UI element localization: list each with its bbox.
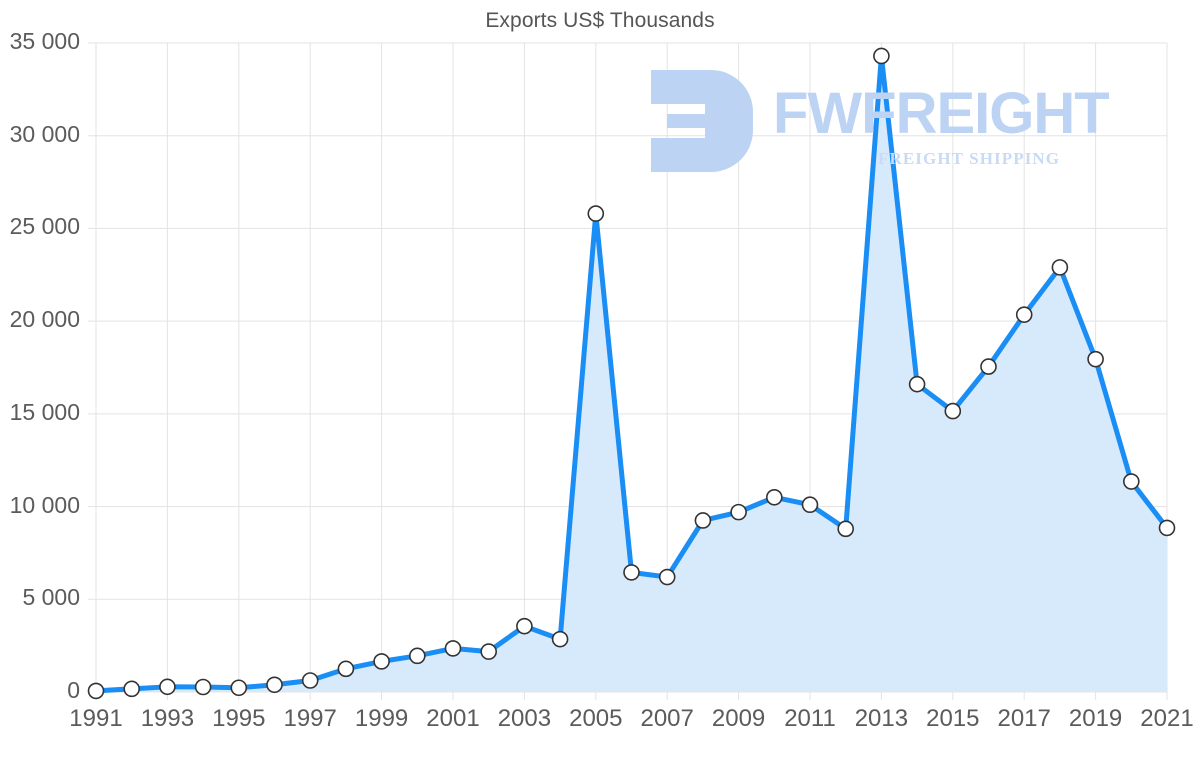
- y-axis-tick-label: 0: [67, 677, 80, 703]
- data-point-marker: [516, 617, 533, 635]
- data-point-marker: [123, 680, 140, 698]
- x-axis-tick-label: 2005: [569, 705, 623, 732]
- x-axis-tick-label: 2017: [997, 705, 1051, 732]
- data-point-marker: [266, 676, 283, 694]
- data-point-marker: [373, 653, 390, 670]
- area-fill: [96, 55, 1167, 693]
- data-point-marker: [730, 503, 747, 521]
- x-axis-tick-label: 2015: [926, 705, 980, 732]
- y-axis-tick-label: 5 000: [22, 584, 80, 611]
- data-point-marker: [444, 640, 462, 657]
- data-point-marker: [1015, 306, 1033, 323]
- x-axis-tick-label: 1993: [140, 705, 195, 732]
- data-point-marker: [944, 402, 962, 420]
- data-point-marker: [1158, 519, 1176, 537]
- data-point-marker: [837, 520, 855, 538]
- data-point-marker: [765, 488, 783, 506]
- chart-title: Exports US$ Thousands: [485, 9, 715, 32]
- data-point-marker: [694, 512, 712, 529]
- data-point-marker: [658, 568, 676, 586]
- data-point-marker: [801, 496, 819, 514]
- data-point-marker: [873, 47, 890, 65]
- x-axis-tick-label: 2009: [711, 705, 766, 732]
- y-axis-tick-label: 10 000: [9, 491, 80, 518]
- data-point-marker: [908, 375, 926, 393]
- data-point-marker: [159, 678, 176, 696]
- x-axis-tick-label: 2021: [1140, 705, 1194, 732]
- y-axis-tick-label: 15 000: [9, 398, 80, 425]
- data-point-marker: [623, 564, 640, 581]
- x-axis-tick-label: 2019: [1068, 705, 1123, 732]
- x-axis-tick-label: 2007: [640, 705, 694, 732]
- data-point-marker: [230, 679, 248, 697]
- x-axis-tick-label: 2003: [497, 705, 552, 732]
- data-point-marker: [301, 672, 319, 689]
- data-point-marker: [1087, 350, 1104, 368]
- data-point-marker: [980, 358, 997, 375]
- data-point-marker: [194, 678, 212, 696]
- x-axis-tick-label: 2013: [854, 705, 909, 732]
- x-axis-tick-label: 2011: [784, 705, 836, 732]
- data-point-marker: [1051, 259, 1069, 276]
- data-point-marker: [1123, 473, 1140, 490]
- data-point-marker: [87, 682, 105, 700]
- y-axis-tick-label: 35 000: [9, 28, 80, 54]
- x-axis-tick-label: 1995: [212, 705, 266, 732]
- y-axis-tick-label: 20 000: [9, 306, 80, 333]
- y-axis-tick-label: 30 000: [9, 120, 80, 147]
- data-point-marker: [551, 630, 569, 648]
- y-axis-tick-label: 25 000: [9, 213, 80, 240]
- x-axis-tick-label: 1999: [354, 705, 409, 732]
- data-point-marker: [587, 205, 605, 222]
- x-axis-tick-label: 1991: [69, 705, 123, 732]
- data-point-marker: [480, 643, 498, 660]
- x-axis-tick-label: 2001: [426, 705, 480, 732]
- data-point-markers: [87, 47, 1176, 700]
- x-axis-tick-label: 1997: [283, 705, 337, 732]
- data-point-marker: [337, 660, 355, 678]
- data-point-marker: [408, 647, 426, 665]
